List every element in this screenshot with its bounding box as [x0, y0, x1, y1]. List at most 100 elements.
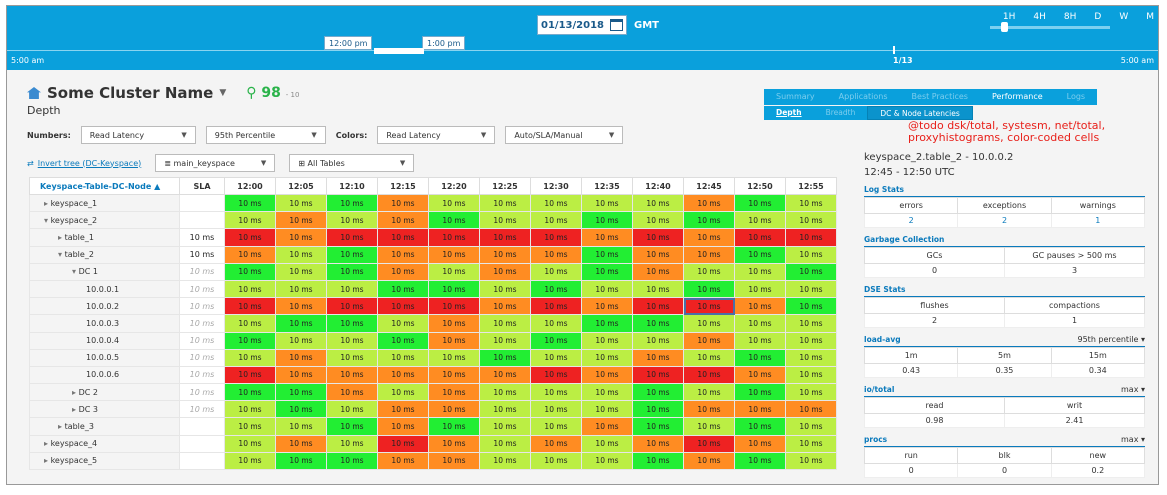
latency-cell[interactable]: 10 ms	[530, 434, 582, 453]
home-icon[interactable]	[27, 87, 41, 99]
latency-cell[interactable]: 10 ms	[785, 451, 837, 471]
latency-cell[interactable]: 10 ms	[581, 365, 633, 385]
latency-cell[interactable]: 10 ms	[377, 400, 429, 419]
collapse-icon[interactable]: ▾	[58, 250, 65, 260]
tree-node[interactable]: ▸ DC 3	[29, 400, 180, 419]
latency-cell[interactable]: 10 ms	[581, 451, 633, 471]
latency-cell[interactable]: 10 ms	[581, 262, 633, 281]
latency-cell[interactable]: 10 ms	[632, 279, 684, 299]
column-header-time[interactable]: 12:25	[479, 177, 531, 195]
latency-cell[interactable]: 10 ms	[224, 262, 276, 281]
expand-icon[interactable]: ▸	[44, 439, 51, 449]
latency-cell[interactable]: 10 ms	[581, 383, 633, 402]
latency-cell[interactable]: 10 ms	[530, 383, 582, 402]
latency-cell[interactable]: 10 ms	[428, 451, 480, 471]
latency-cell[interactable]: 10 ms	[734, 211, 786, 230]
zoom-level-m[interactable]: M	[1146, 12, 1154, 22]
numbers-metric-select[interactable]: Read Latency ▼	[80, 126, 196, 144]
latency-cell[interactable]: 10 ms	[734, 193, 786, 213]
latency-cell[interactable]: 10 ms	[785, 331, 837, 350]
latency-cell[interactable]: 10 ms	[581, 211, 633, 230]
latency-cell[interactable]: 10 ms	[326, 434, 378, 453]
latency-cell[interactable]: 10 ms	[530, 211, 582, 230]
latency-cell[interactable]: 10 ms	[479, 383, 531, 402]
latency-cell[interactable]: 10 ms	[683, 262, 735, 281]
latency-cell[interactable]: 10 ms	[734, 331, 786, 350]
latency-cell[interactable]: 10 ms	[326, 211, 378, 230]
latency-cell[interactable]: 10 ms	[275, 228, 327, 247]
column-header-time[interactable]: 12:55	[785, 177, 837, 195]
latency-cell[interactable]: 10 ms	[632, 245, 684, 264]
zoom-slider-handle[interactable]	[1001, 22, 1008, 32]
latency-cell[interactable]: 10 ms	[581, 193, 633, 213]
column-header-time[interactable]: 12:20	[428, 177, 480, 195]
column-header-time[interactable]: 12:00	[224, 177, 276, 195]
latency-cell[interactable]: 10 ms	[734, 365, 786, 385]
latency-cell[interactable]: 10 ms	[479, 417, 531, 436]
latency-cell[interactable]: 10 ms	[428, 365, 480, 385]
subtab-breadth[interactable]: Breadth	[825, 108, 856, 117]
latency-cell[interactable]: 10 ms	[275, 400, 327, 419]
latency-cell[interactable]: 10 ms	[530, 451, 582, 471]
latency-cell[interactable]: 10 ms	[530, 279, 582, 299]
latency-cell[interactable]: 10 ms	[581, 417, 633, 436]
latency-cell[interactable]: 10 ms	[785, 245, 837, 264]
latency-cell[interactable]: 10 ms	[530, 417, 582, 436]
latency-cell[interactable]: 10 ms	[224, 383, 276, 402]
latency-cell[interactable]: 10 ms	[224, 245, 276, 264]
tree-node[interactable]: ▸ table_3	[29, 417, 180, 436]
subtab-depth[interactable]: Depth	[776, 108, 802, 117]
collapse-icon[interactable]: ▾	[44, 215, 51, 225]
tree-node[interactable]: 10.0.0.3	[29, 314, 180, 333]
column-header-time[interactable]: 12:05	[275, 177, 327, 195]
latency-cell[interactable]: 10 ms	[224, 279, 276, 299]
latency-cell[interactable]: 10 ms	[479, 228, 531, 247]
latency-cell[interactable]: 10 ms	[734, 383, 786, 402]
latency-cell[interactable]: 10 ms	[479, 451, 531, 471]
aggregation-select[interactable]: 95th percentile ▾	[1077, 335, 1146, 344]
latency-cell[interactable]: 10 ms	[428, 348, 480, 367]
tab-applications[interactable]: Applications	[826, 89, 900, 105]
latency-cell[interactable]: 10 ms	[785, 211, 837, 230]
latency-cell[interactable]: 10 ms	[275, 245, 327, 264]
column-header-time[interactable]: 12:45	[683, 177, 735, 195]
latency-cell[interactable]: 10 ms	[428, 434, 480, 453]
calendar-icon[interactable]	[609, 19, 623, 31]
latency-cell[interactable]: 10 ms	[530, 314, 582, 333]
latency-cell[interactable]: 10 ms	[428, 211, 480, 230]
expand-icon[interactable]: ▸	[72, 387, 79, 397]
latency-cell[interactable]: 10 ms	[377, 434, 429, 453]
latency-cell[interactable]: 10 ms	[275, 434, 327, 453]
latency-cell[interactable]: 10 ms	[632, 400, 684, 419]
latency-cell[interactable]: 10 ms	[479, 314, 531, 333]
latency-cell[interactable]: 10 ms	[326, 228, 378, 247]
latency-cell[interactable]: 10 ms	[224, 451, 276, 471]
tab-logs[interactable]: Logs	[1054, 89, 1098, 105]
latency-cell[interactable]: 10 ms	[632, 297, 684, 316]
latency-cell[interactable]: 10 ms	[479, 262, 531, 281]
latency-cell[interactable]: 10 ms	[734, 417, 786, 436]
latency-cell[interactable]: 10 ms	[530, 365, 582, 385]
latency-cell[interactable]: 10 ms	[581, 400, 633, 419]
latency-cell[interactable]: 10 ms	[683, 417, 735, 436]
date-picker[interactable]: 01/13/2018	[537, 15, 627, 35]
latency-cell[interactable]: 10 ms	[326, 279, 378, 299]
column-header-time[interactable]: 12:15	[377, 177, 429, 195]
latency-cell[interactable]: 10 ms	[326, 314, 378, 333]
latency-cell[interactable]: 10 ms	[377, 228, 429, 247]
latency-cell[interactable]: 10 ms	[785, 262, 837, 281]
latency-cell[interactable]: 10 ms	[479, 400, 531, 419]
latency-cell[interactable]: 10 ms	[224, 314, 276, 333]
invert-tree-link[interactable]: Invert tree (DC-Keyspace)	[37, 158, 142, 168]
latency-cell[interactable]: 10 ms	[326, 451, 378, 471]
latency-cell[interactable]: 10 ms	[683, 314, 735, 333]
latency-cell[interactable]: 10 ms	[275, 331, 327, 350]
collapse-icon[interactable]: ▾	[72, 267, 79, 277]
latency-cell[interactable]: 10 ms	[581, 228, 633, 247]
latency-cell[interactable]: 10 ms	[479, 193, 531, 213]
latency-cell[interactable]: 10 ms	[632, 314, 684, 333]
tree-node[interactable]: ▸ table_1	[29, 228, 180, 247]
latency-cell[interactable]: 10 ms	[581, 297, 633, 316]
percentile-select[interactable]: 95th Percentile ▼	[205, 126, 326, 144]
latency-cell[interactable]: 10 ms	[632, 228, 684, 247]
